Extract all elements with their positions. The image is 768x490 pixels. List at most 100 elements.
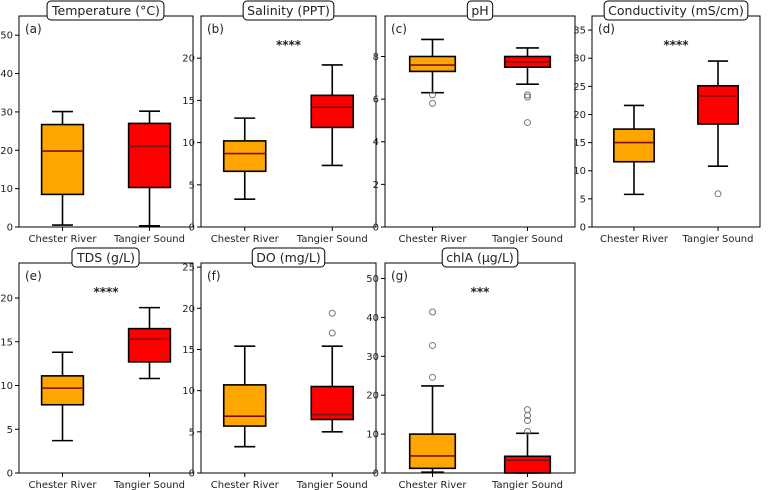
panel-title: TDS (g/L) (76, 250, 135, 265)
y-tick-label: 0 (7, 469, 13, 480)
y-tick-label: 2 (373, 180, 379, 191)
panel-title-box (46, 0, 165, 21)
box-body (503, 455, 552, 474)
y-tick-label: 40 (366, 313, 379, 324)
panel-title-box (603, 0, 749, 21)
y-tick-label: 15 (182, 96, 195, 107)
y-tick-label: 15 (182, 345, 195, 356)
box-body (613, 128, 655, 163)
y-tick-label: 10 (366, 430, 379, 441)
panel-title: DO (mg/L) (256, 250, 320, 265)
y-tick-label: 15 (573, 138, 586, 149)
y-tick-label: 10 (182, 386, 195, 397)
x-tick-label: Tangier Sound (491, 480, 563, 490)
panel-letter: (g) (391, 269, 408, 283)
panel-title: Salinity (PPT) (247, 3, 330, 18)
y-tick-label: 15 (0, 337, 13, 348)
outlier-point (328, 309, 336, 317)
x-tick-label: Chester River (211, 234, 280, 245)
box-body (408, 55, 457, 73)
panel-title: pH (471, 3, 488, 18)
y-tick-label: 20 (182, 54, 195, 65)
y-tick-label: 25 (182, 263, 195, 274)
x-tick-label: Chester River (399, 480, 468, 490)
y-tick-label: 10 (182, 138, 195, 149)
y-tick-label: 5 (189, 180, 195, 191)
y-tick-label: 20 (573, 110, 586, 121)
outlier-point (524, 91, 531, 99)
y-tick-label: 20 (366, 391, 379, 402)
y-tick-label: 10 (573, 166, 586, 177)
significance-marker: **** (276, 38, 302, 52)
outlier-point (429, 341, 436, 349)
outlier-point (524, 93, 531, 101)
panel-title-box (242, 0, 335, 21)
panel-title-box (71, 247, 140, 268)
x-tick-label: Chester River (29, 234, 98, 245)
x-tick-label: Tangier Sound (491, 234, 563, 245)
x-tick-label: Chester River (600, 234, 669, 245)
outlier-point (524, 417, 531, 424)
y-tick-label: 5 (580, 194, 586, 205)
y-tick-label: 5 (7, 425, 13, 436)
y-tick-label: 0 (7, 223, 13, 234)
panel-title: Conductivity (mS/cm) (608, 3, 744, 18)
panel-title-box (466, 0, 494, 21)
y-tick-label: 0 (373, 469, 379, 480)
significance-marker: **** (663, 38, 689, 52)
box-body (408, 433, 457, 470)
panel-letter: (a) (25, 22, 42, 36)
y-tick-label: 4 (373, 137, 379, 148)
panel-title-box (441, 247, 519, 268)
panel-letter: (b) (207, 22, 224, 36)
box-body (310, 94, 355, 129)
outlier-point (429, 91, 436, 99)
y-tick-label: 10 (0, 184, 13, 195)
box-body (222, 384, 267, 427)
y-tick-label: 30 (0, 107, 13, 118)
outlier-point (429, 308, 436, 316)
y-tick-label: 10 (0, 381, 13, 392)
panel-letter: (f) (207, 269, 221, 283)
outlier-point (328, 329, 336, 337)
box-body (222, 140, 267, 173)
significance-marker: **** (93, 285, 119, 299)
outlier-point (524, 406, 531, 414)
outlier-point (429, 373, 436, 381)
panel-letter: (d) (598, 22, 615, 36)
y-tick-label: 50 (366, 274, 379, 285)
panel-title: Temperature (°C) (51, 3, 160, 18)
outlier-point (429, 99, 436, 107)
y-tick-label: 5 (189, 427, 195, 438)
x-tick-label: Tangier Sound (113, 234, 185, 245)
box-body (40, 123, 85, 196)
y-tick-label: 20 (0, 146, 13, 157)
box-body (697, 84, 739, 125)
y-tick-label: 0 (189, 223, 195, 234)
outlier-point (714, 190, 722, 198)
x-tick-label: Chester River (211, 480, 280, 490)
outlier-point (524, 427, 531, 435)
panel-letter: (c) (391, 22, 407, 36)
panel-title: chlA (µg/L) (446, 250, 514, 265)
x-tick-label: Tangier Sound (113, 480, 185, 490)
panel-frame (384, 15, 576, 228)
y-tick-label: 20 (182, 304, 195, 315)
y-tick-label: 0 (580, 223, 586, 234)
panel-title-box (251, 247, 326, 268)
x-tick-label: Chester River (29, 480, 98, 490)
y-tick-label: 20 (0, 294, 13, 305)
panel-letter: (e) (25, 269, 42, 283)
y-tick-label: 50 (0, 31, 13, 42)
y-tick-label: 30 (573, 54, 586, 65)
x-tick-label: Tangier Sound (296, 234, 368, 245)
box-body (127, 122, 172, 189)
y-tick-label: 0 (189, 469, 195, 480)
y-tick-label: 35 (573, 26, 586, 37)
x-tick-label: Tangier Sound (296, 480, 368, 490)
x-tick-label: Chester River (399, 234, 468, 245)
y-tick-label: 8 (373, 52, 379, 63)
x-tick-label: Tangier Sound (682, 234, 754, 245)
y-tick-label: 6 (373, 95, 379, 106)
